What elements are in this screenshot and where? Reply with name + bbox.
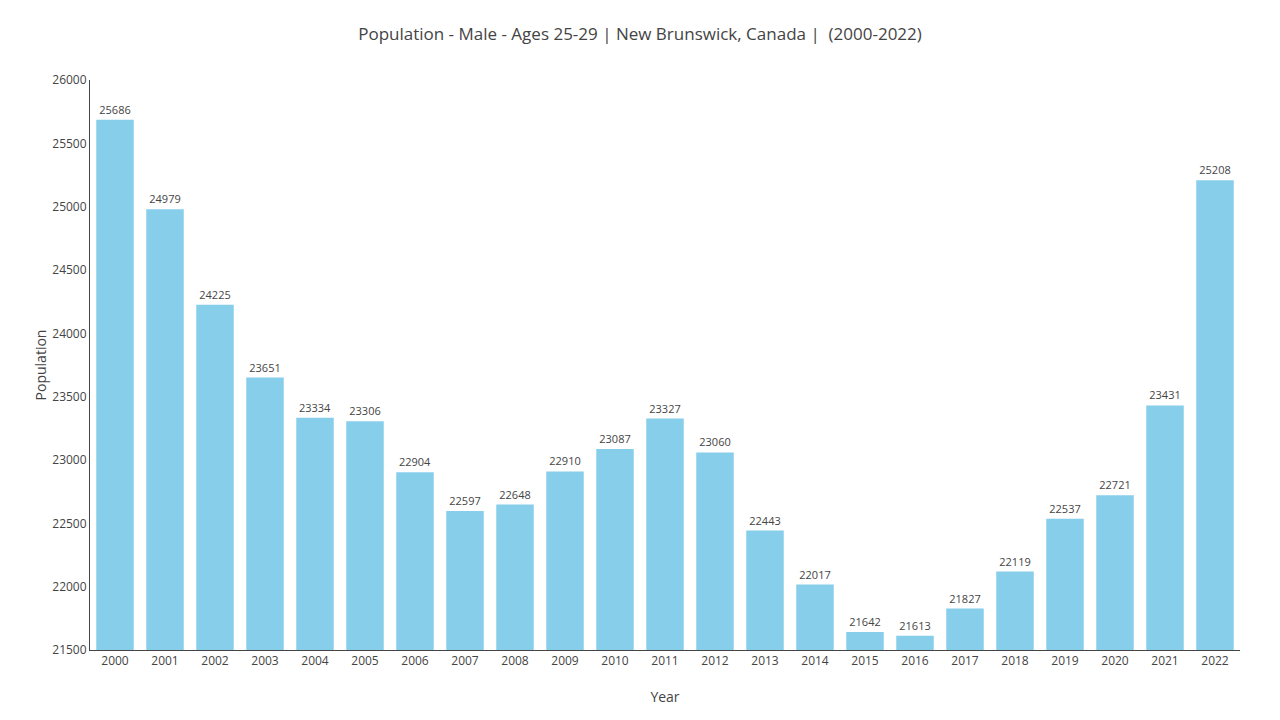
svg-text:21500: 21500 (52, 641, 86, 658)
svg-text:2022: 2022 (1201, 652, 1229, 669)
svg-text:23087: 23087 (599, 431, 630, 446)
svg-text:2017: 2017 (951, 652, 979, 669)
svg-text:2008: 2008 (501, 652, 529, 669)
svg-text:2016: 2016 (901, 652, 929, 669)
svg-text:22443: 22443 (749, 513, 780, 528)
svg-text:25686: 25686 (99, 102, 130, 117)
svg-text:2012: 2012 (701, 652, 729, 669)
svg-text:21613: 21613 (899, 618, 930, 633)
svg-text:2011: 2011 (651, 652, 678, 669)
svg-text:22119: 22119 (999, 554, 1030, 569)
svg-text:22537: 22537 (1049, 501, 1080, 516)
svg-text:23327: 23327 (649, 401, 680, 416)
svg-text:2019: 2019 (1051, 652, 1079, 669)
svg-text:25000: 25000 (52, 198, 86, 215)
svg-text:2010: 2010 (601, 652, 629, 669)
svg-text:22904: 22904 (399, 454, 431, 469)
svg-text:2013: 2013 (751, 652, 779, 669)
svg-text:23651: 23651 (249, 360, 280, 375)
svg-text:22017: 22017 (799, 567, 830, 582)
svg-text:2009: 2009 (551, 652, 579, 669)
svg-text:22000: 22000 (52, 578, 86, 595)
svg-text:2007: 2007 (451, 652, 479, 669)
svg-text:24225: 24225 (199, 287, 230, 302)
svg-text:25208: 25208 (1199, 162, 1230, 177)
svg-text:23500: 23500 (52, 388, 86, 405)
svg-text:2021: 2021 (1151, 652, 1178, 669)
svg-text:2004: 2004 (301, 652, 329, 669)
svg-text:2003: 2003 (251, 652, 279, 669)
svg-text:2015: 2015 (851, 652, 879, 669)
svg-text:Population: Population (31, 330, 50, 401)
svg-text:24500: 24500 (52, 261, 86, 278)
svg-text:2020: 2020 (1101, 652, 1129, 669)
svg-text:2014: 2014 (801, 652, 829, 669)
svg-text:Year: Year (650, 687, 679, 706)
svg-text:22721: 22721 (1099, 477, 1130, 492)
svg-text:2018: 2018 (1001, 652, 1029, 669)
svg-text:2005: 2005 (351, 652, 379, 669)
svg-text:Population - Male - Ages 25-29: Population - Male - Ages 25-29 | New Bru… (358, 22, 922, 45)
svg-text:24979: 24979 (149, 191, 180, 206)
svg-text:23334: 23334 (299, 400, 331, 415)
svg-text:2002: 2002 (201, 652, 229, 669)
svg-text:22648: 22648 (499, 487, 530, 502)
svg-text:2000: 2000 (101, 652, 129, 669)
svg-text:23060: 23060 (699, 434, 730, 449)
svg-text:24000: 24000 (52, 325, 86, 342)
svg-text:2001: 2001 (151, 652, 178, 669)
svg-text:23431: 23431 (1149, 387, 1180, 402)
svg-text:22910: 22910 (549, 453, 580, 468)
svg-text:21642: 21642 (849, 614, 880, 629)
svg-text:25500: 25500 (52, 135, 86, 152)
svg-text:26000: 26000 (52, 71, 86, 88)
svg-text:21827: 21827 (949, 591, 980, 606)
svg-text:23000: 23000 (52, 451, 86, 468)
svg-text:22500: 22500 (52, 515, 86, 532)
svg-text:22597: 22597 (449, 493, 480, 508)
svg-text:2006: 2006 (401, 652, 429, 669)
svg-text:23306: 23306 (349, 403, 380, 418)
